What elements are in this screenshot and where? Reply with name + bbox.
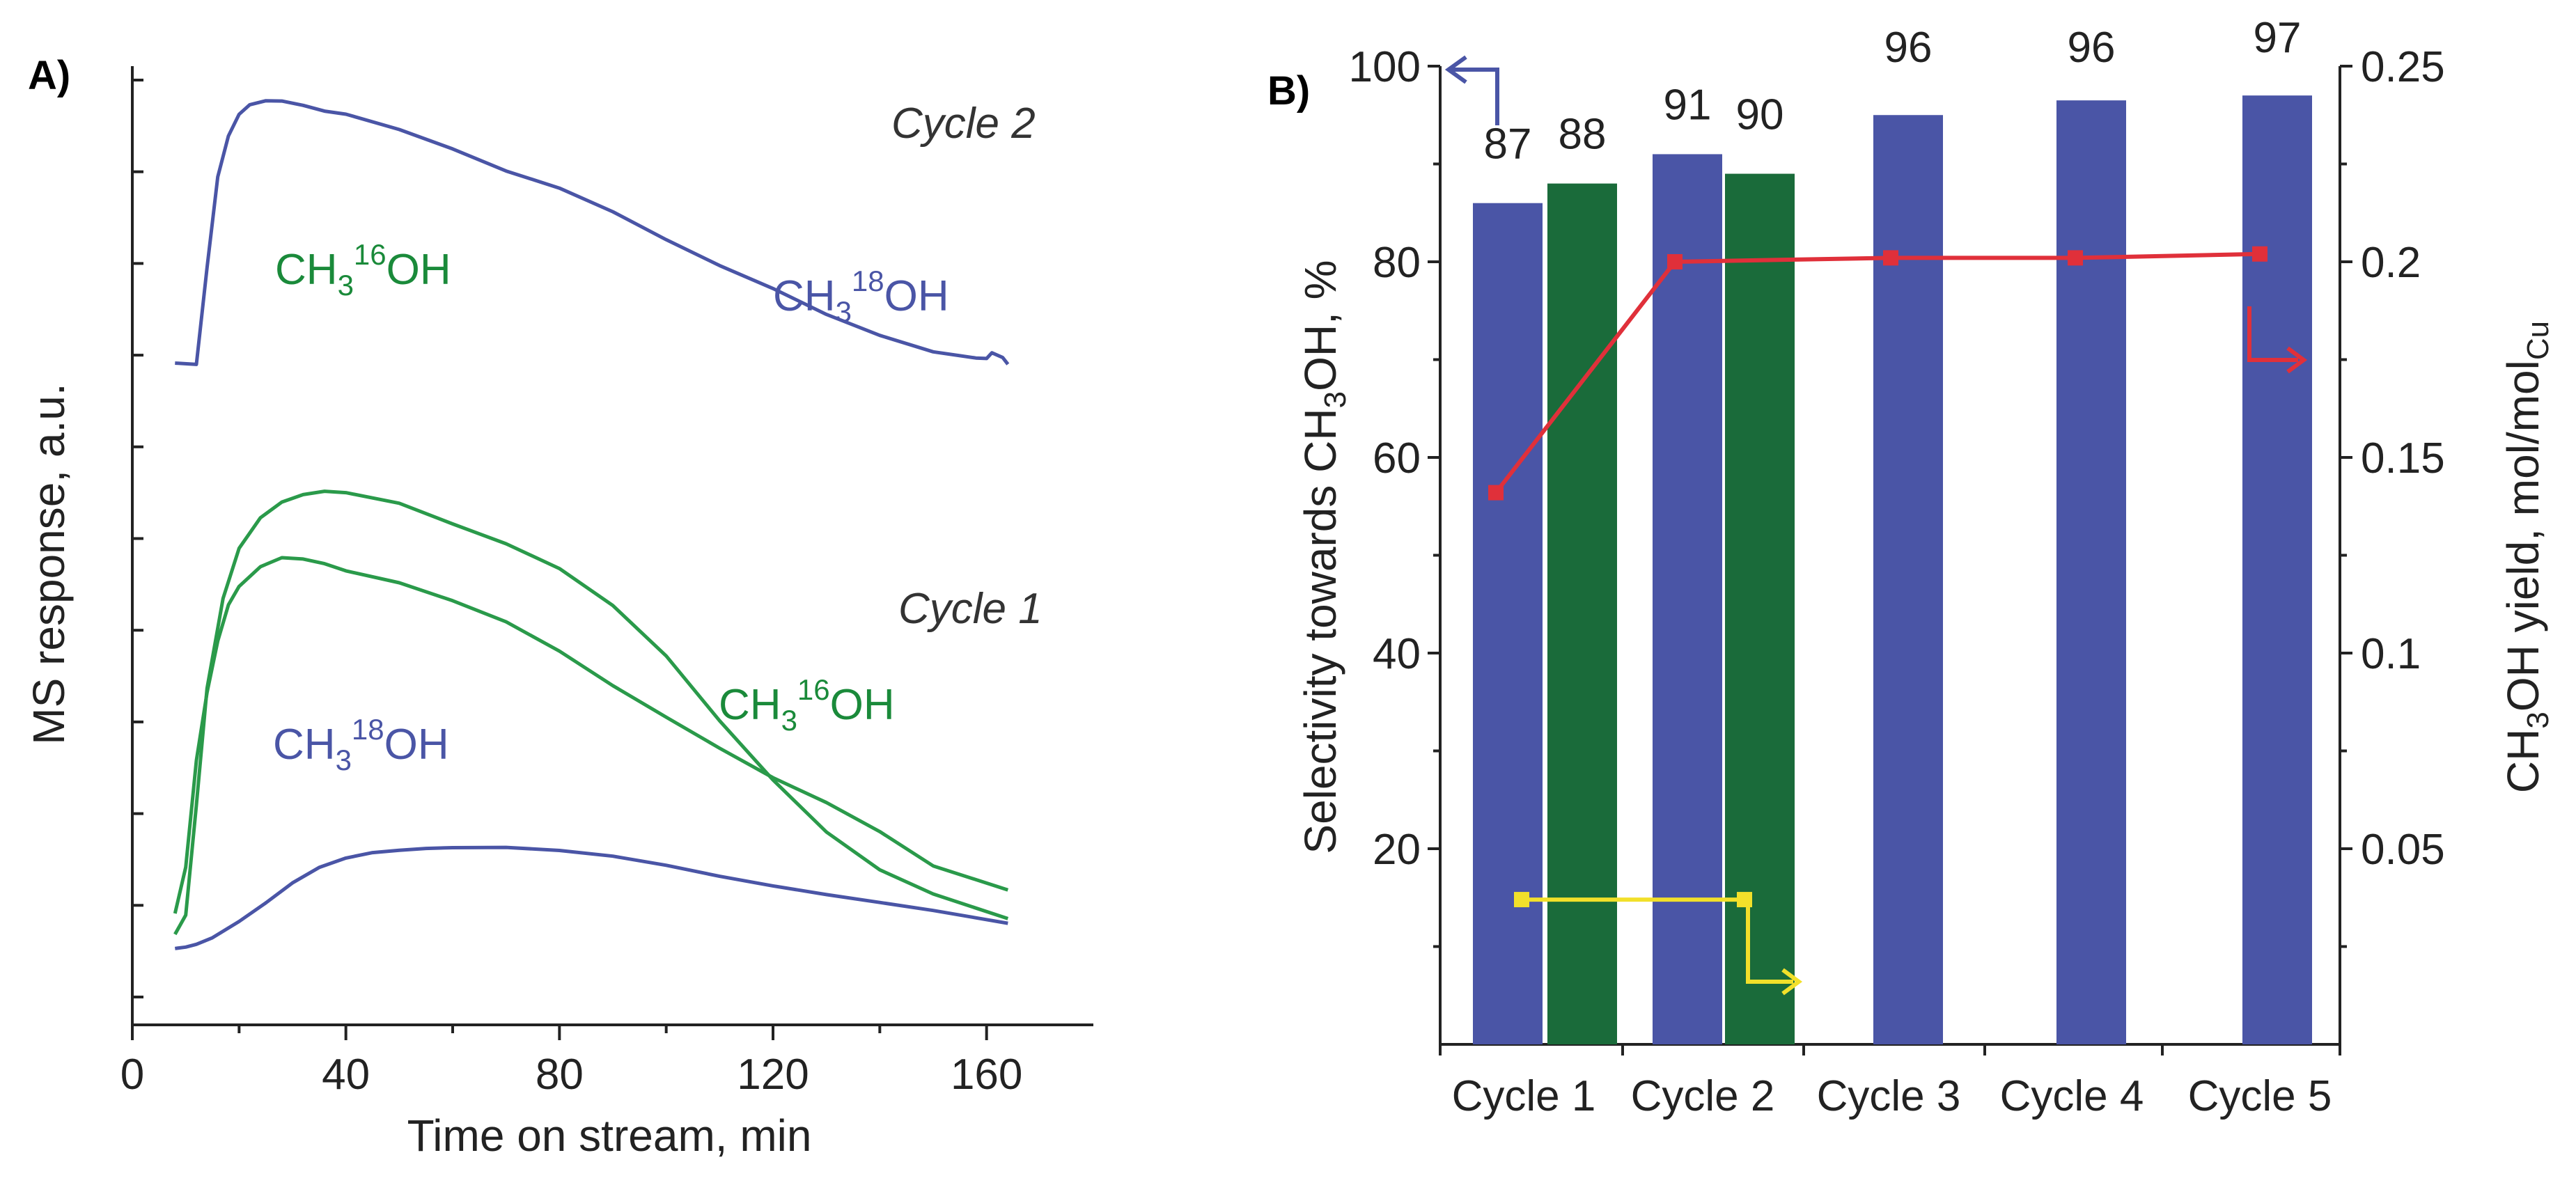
- panel-a-x-tick-label: 0: [120, 1051, 144, 1099]
- blue-left-axis-arrowhead-icon: [1444, 55, 1467, 84]
- yield-marker-yellow: [1737, 892, 1752, 908]
- panel-b-right-tick-label: 0.25: [2361, 43, 2445, 91]
- category-label-cycle-2: Cycle 2: [1631, 1072, 1775, 1120]
- panel-a-cycle-2-annotation: Cycle 2: [891, 100, 1036, 148]
- panel-b-value-labels: 87 91 96 96 97 88 90: [1484, 14, 2302, 168]
- panel-b-category-labels: Cycle 1 Cycle 2 Cycle 3 Cycle 4 Cycle 5: [1439, 1044, 2341, 1120]
- panel-b-left-tick-label: 60: [1373, 434, 1421, 482]
- panel-b-right-tick-label: 0.2: [2361, 239, 2421, 287]
- category-label-cycle-4: Cycle 4: [2000, 1072, 2144, 1120]
- yellow-right-axis-arrow-icon: [1746, 905, 1793, 984]
- bar-blue-cycle-3: [1873, 115, 1943, 1044]
- panel-a-x-tick-label: 80: [536, 1051, 584, 1099]
- blue-left-axis-arrow-icon: [1452, 68, 1499, 125]
- panel-b-right-axis-title: CH3OH yield, mol/molCu: [2498, 321, 2555, 793]
- bar-blue-cycle-1: [1473, 203, 1543, 1045]
- panel-b-yield-lines: [1488, 246, 2267, 908]
- panel-b-bars: [1473, 95, 2312, 1045]
- bar-green-cycle-1: [1547, 183, 1617, 1045]
- yield-marker-red: [1667, 254, 1683, 269]
- panel-a-y-ticks: [132, 79, 143, 998]
- panel-b-label: B): [1267, 68, 1310, 113]
- yield-marker-red: [1883, 250, 1898, 266]
- panel-b-left-tick-label: 80: [1373, 239, 1421, 287]
- panel-a-x-ticks: 0 40 80 120 160: [120, 1025, 1022, 1099]
- category-label-cycle-5: Cycle 5: [2188, 1072, 2332, 1120]
- yield-marker-red: [1488, 485, 1504, 501]
- red-right-axis-arrowhead-icon: [2286, 346, 2308, 374]
- panel-b-right-tick-label: 0.15: [2361, 434, 2445, 482]
- panel-a-x-tick-label: 40: [322, 1051, 370, 1099]
- value-label-blue: 87: [1484, 120, 1532, 168]
- panel-b-left-tick-label: 100: [1349, 43, 1421, 91]
- value-label-blue: 97: [2254, 14, 2302, 62]
- panel-a-line-cycle2-ch316oh: [173, 489, 1009, 936]
- panel-a-x-tick-label: 120: [737, 1051, 809, 1099]
- panel-a-cycle-1-annotation: Cycle 1: [898, 585, 1043, 633]
- panel-b-left-tick-label: 20: [1373, 826, 1421, 874]
- panel-b: B) 20 40 60 80 100 0.05 0.1 0.15 0.2 0.25 87 91 96…: [1267, 14, 2555, 1120]
- category-label-cycle-1: Cycle 1: [1452, 1072, 1596, 1120]
- panel-a-x-tick-label: 160: [951, 1051, 1022, 1099]
- panel-b-right-ticks: 0.05 0.1 0.15 0.2 0.25: [2340, 43, 2445, 948]
- value-label-blue: 96: [2068, 24, 2116, 72]
- yield-marker-red: [2252, 246, 2267, 262]
- value-label-blue: 91: [1664, 81, 1712, 129]
- yellow-right-axis-arrowhead-icon: [1781, 968, 1803, 996]
- panel-a-line-cycle1-ch316oh: [173, 556, 1009, 914]
- category-label-cycle-3: Cycle 3: [1817, 1072, 1961, 1120]
- panel-b-left-axis-title: Selectivity towards CH3OH, %: [1295, 260, 1352, 854]
- red-right-axis-arrow-icon: [2247, 306, 2298, 362]
- bar-blue-cycle-2: [1653, 154, 1722, 1045]
- panel-a-x-axis-title: Time on stream, min: [407, 1111, 812, 1161]
- panel-a: A) 0 40 80 120 160 Time on stream, min MS re…: [24, 53, 1093, 1161]
- panel-a-line-cycle2-ch318oh: [175, 99, 1010, 366]
- panel-a-line-cycle1-ch318oh: [174, 845, 1008, 950]
- label-cycle2-ch3-16oh: CH316OH: [275, 238, 451, 301]
- bar-blue-cycle-5: [2242, 95, 2312, 1044]
- label-cycle2-ch3-18oh: CH318OH: [773, 265, 949, 328]
- bar-green-cycle-2: [1725, 173, 1795, 1044]
- panel-a-y-axis-title: MS response, a.u.: [24, 383, 74, 744]
- panel-b-left-ticks: 20 40 60 80 100: [1349, 43, 1440, 948]
- yield-marker-red: [2068, 250, 2083, 266]
- value-label-green: 90: [1736, 91, 1784, 139]
- value-label-blue: 96: [1884, 24, 1933, 72]
- label-cycle1-ch3-16oh: CH316OH: [719, 673, 895, 737]
- panel-a-lines: [173, 99, 1010, 950]
- label-cycle1-ch3-18oh: CH318OH: [273, 713, 449, 776]
- panel-b-right-tick-label: 0.05: [2361, 826, 2445, 874]
- value-label-green: 88: [1559, 111, 1607, 159]
- bar-blue-cycle-4: [2056, 100, 2126, 1044]
- yield-marker-yellow: [1514, 892, 1529, 908]
- panel-b-left-tick-label: 40: [1373, 630, 1421, 678]
- panel-b-right-tick-label: 0.1: [2361, 630, 2421, 678]
- panel-a-label: A): [28, 53, 70, 98]
